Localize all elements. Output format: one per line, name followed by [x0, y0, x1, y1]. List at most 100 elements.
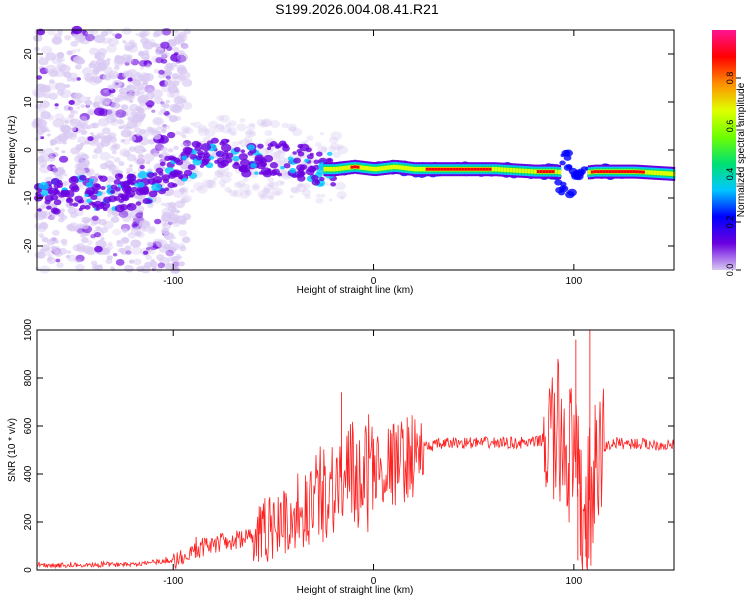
- spectrogram-y-axis-label: Frequency (Hz): [7, 116, 18, 185]
- spectrogram-cell: [124, 45, 132, 52]
- spectrogram-cell: [91, 215, 99, 221]
- spectrogram-cell: [261, 118, 273, 127]
- spectrogram-cell: [182, 127, 190, 134]
- spectrogram-cell: [160, 52, 168, 58]
- spectrogram-cell: [187, 164, 196, 171]
- spectrogram-cell: [152, 116, 164, 126]
- spectrogram-cell: [72, 110, 79, 115]
- spectrogram-cell: [101, 127, 111, 135]
- spectrogram-cell: [170, 62, 178, 68]
- spectrogram-cell: [246, 123, 256, 131]
- spectrogram-cell: [128, 164, 133, 168]
- spectrogram-cell: [231, 141, 240, 147]
- spectrogram-cell: [269, 120, 281, 128]
- spectrogram-cell: [151, 109, 156, 113]
- spectrogram-cell: [41, 45, 53, 55]
- spectrogram-cell: [330, 131, 343, 141]
- spectrogram-cell: [167, 182, 176, 189]
- colorbar-tick-label: 0.8: [725, 72, 735, 85]
- spectrogram-cell: [252, 183, 260, 189]
- spectrogram-cell: [127, 54, 133, 59]
- spectrogram-cell: [118, 125, 124, 130]
- snr-frame: [36, 329, 675, 571]
- spectrogram-cell: [287, 156, 294, 161]
- snr-x-tick-label: 0: [371, 576, 377, 587]
- spectrogram-cell: [563, 149, 573, 157]
- spectrogram-ridge-peak: [461, 167, 465, 171]
- spectrogram-cell: [130, 239, 142, 248]
- spectrogram-cell: [174, 89, 180, 94]
- spectrogram-cell: [93, 101, 100, 107]
- spectrogram-cell: [37, 208, 42, 212]
- spectrogram-cell: [113, 144, 118, 148]
- spectrogram-ridge-peak: [482, 167, 486, 171]
- spectrogram-cell: [86, 96, 91, 100]
- spectrogram-cell: [106, 184, 112, 189]
- spectrogram-cell: [139, 66, 144, 70]
- spectrogram-cell: [264, 147, 274, 155]
- spectrogram-cell: [76, 77, 81, 81]
- spectrogram-cell: [36, 251, 46, 259]
- spectrogram-cell: [133, 90, 141, 96]
- spectrogram-cell: [70, 49, 77, 54]
- spectrogram-cell: [174, 30, 179, 34]
- spectrogram-cell: [228, 120, 237, 127]
- spectrogram-cell: [288, 125, 297, 132]
- colorbar-tick-label: 0.4: [725, 168, 735, 181]
- spectrogram-ridge-peak: [476, 167, 480, 171]
- chart-title: S199.2026.004.08.41.R21: [275, 1, 439, 17]
- spectrogram-ridge-segment: [389, 165, 393, 170]
- spectrogram-cell: [44, 176, 53, 184]
- spectrogram-cell: [74, 167, 86, 177]
- spectrogram-cell: [124, 264, 134, 273]
- spectrogram-cell: [204, 128, 216, 137]
- spectrogram-cell: [218, 179, 227, 186]
- spectrogram-cell: [160, 103, 166, 108]
- spectrogram-cell: [233, 146, 241, 153]
- spectrogram-cell: [39, 126, 48, 133]
- spectrogram-cell: [38, 233, 44, 238]
- spectrogram-cell: [560, 153, 566, 158]
- spectrogram-cell: [200, 143, 212, 152]
- spectrogram-cell: [108, 134, 113, 138]
- spectrogram-cell: [67, 254, 77, 262]
- spectrogram-cell: [130, 42, 138, 48]
- spectrogram-cell: [98, 175, 103, 179]
- spectrogram-cell: [85, 182, 94, 188]
- spectrogram-cell: [334, 181, 346, 191]
- spectrogram-cell: [123, 71, 130, 76]
- spectrogram-cell: [147, 138, 156, 145]
- spectrogram-cell: [43, 85, 50, 90]
- spectrogram-ridge-segment: [422, 167, 426, 172]
- spectrogram-cell: [107, 241, 113, 246]
- spectrogram-cell: [330, 142, 340, 150]
- spectrogram-cell: [172, 46, 180, 53]
- spectrogram-cell: [330, 182, 337, 187]
- spectrogram-ridge-segment: [587, 170, 592, 175]
- spectrogram-cell: [142, 30, 151, 37]
- spectrogram-cell: [269, 169, 278, 176]
- spectrogram-cell: [168, 201, 177, 208]
- spectrogram-cell: [272, 187, 284, 197]
- snr-y-tick-label: 400: [23, 465, 34, 482]
- spectrogram-cell: [87, 136, 94, 142]
- spectrogram-cell: [207, 179, 216, 186]
- spectrogram-cell: [297, 143, 304, 149]
- spectrogram-cell: [127, 232, 137, 239]
- spectrogram-ridge-segment: [554, 169, 559, 174]
- spectrogram-cell: [107, 37, 119, 47]
- spectrogram-cell: [224, 157, 233, 164]
- spectrogram-cell: [118, 87, 129, 95]
- spectrogram-cell: [245, 190, 250, 194]
- spectrogram-cell: [210, 137, 219, 144]
- spectrogram-cell: [126, 84, 132, 89]
- spectrogram-cell: [91, 183, 102, 191]
- spectrogram-cell: [295, 183, 307, 193]
- snr-x-tick-label: 100: [565, 576, 582, 587]
- spectrogram-ridge-segment: [332, 167, 336, 172]
- spectrogram-cell: [260, 193, 266, 198]
- spectrogram-ridge-segment: [344, 165, 348, 171]
- spectrogram-cell: [124, 56, 134, 64]
- spectrogram-cell: [279, 180, 285, 185]
- spectrogram-cell: [205, 179, 217, 189]
